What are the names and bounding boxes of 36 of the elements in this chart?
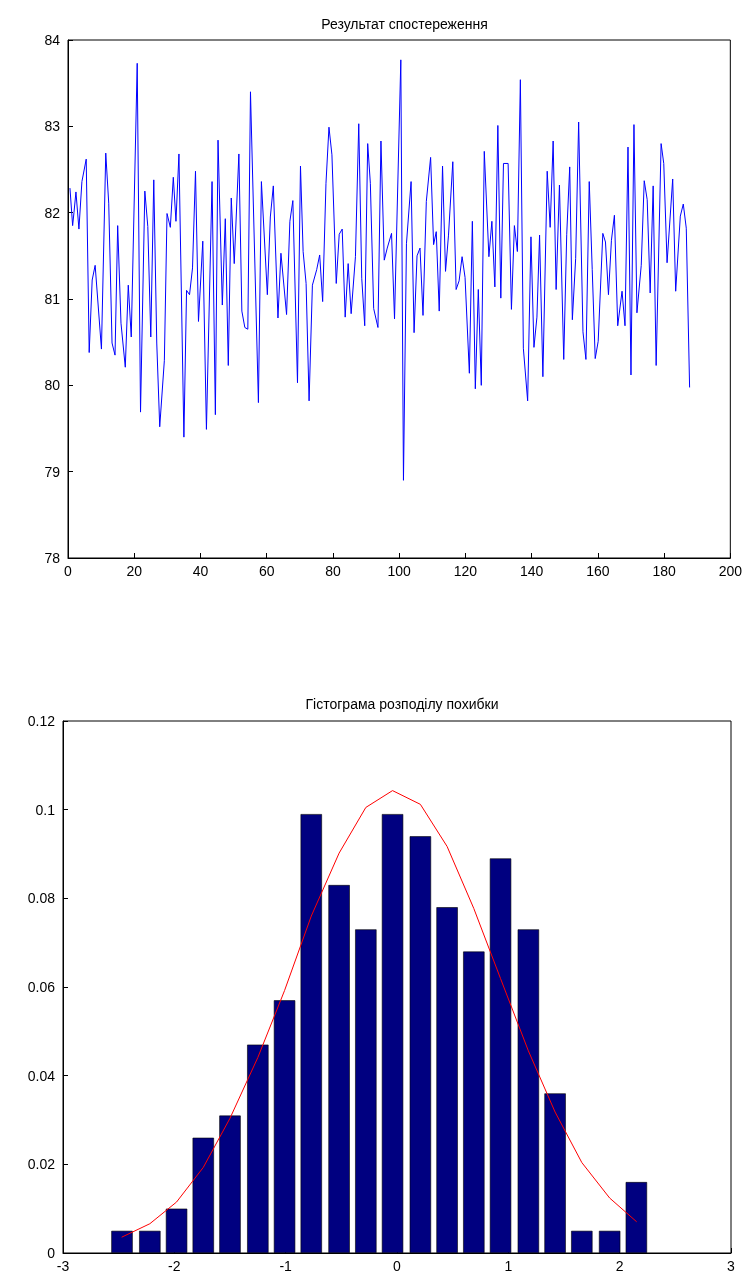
y-tick-label: 0 bbox=[47, 1245, 56, 1261]
y-tick-label: 80 bbox=[44, 377, 61, 394]
y-tick-label: 83 bbox=[44, 118, 61, 135]
x-tick-label: 180 bbox=[652, 563, 676, 579]
x-tick-label: 1 bbox=[504, 1258, 513, 1274]
x-tick-label: -1 bbox=[279, 1258, 293, 1274]
x-tick-label: -3 bbox=[56, 1258, 70, 1274]
y-tick-label: 0.08 bbox=[27, 890, 56, 907]
chart-title: Результат спостереження bbox=[321, 16, 488, 32]
line-series bbox=[69, 59, 691, 481]
line-series bbox=[121, 790, 637, 1238]
y-tick-label: 84 bbox=[44, 32, 61, 48]
x-tick-label: -2 bbox=[168, 1258, 181, 1274]
x-tick-label: 3 bbox=[727, 1258, 736, 1274]
y-tick-label: 0.02 bbox=[27, 1156, 56, 1173]
y-tick-label: 0.1 bbox=[35, 801, 56, 818]
x-tick-label: 160 bbox=[586, 563, 610, 579]
y-tick-label: 79 bbox=[44, 463, 61, 480]
x-tick-label: 0 bbox=[393, 1258, 402, 1274]
x-tick-label: 0 bbox=[64, 563, 73, 579]
x-tick-label: 120 bbox=[453, 563, 478, 579]
x-tick-label: 60 bbox=[258, 563, 275, 579]
y-tick-label: 0.04 bbox=[27, 1067, 56, 1084]
x-tick-label: 20 bbox=[126, 563, 143, 579]
x-tick-label: 80 bbox=[325, 563, 341, 579]
y-tick-label: 82 bbox=[44, 204, 61, 221]
y-tick-label: 78 bbox=[44, 550, 61, 566]
y-tick-label: 0.06 bbox=[27, 979, 56, 995]
x-tick-label: 140 bbox=[519, 563, 544, 579]
chart-title: Гістограма розподілу похибки bbox=[305, 696, 499, 712]
x-tick-label: 40 bbox=[192, 563, 209, 579]
x-tick-label: 2 bbox=[615, 1258, 624, 1274]
y-tick-label: 0.12 bbox=[27, 713, 56, 729]
x-tick-label: 100 bbox=[387, 563, 412, 579]
x-tick-label: 200 bbox=[718, 563, 743, 579]
y-tick-label: 81 bbox=[44, 291, 61, 307]
